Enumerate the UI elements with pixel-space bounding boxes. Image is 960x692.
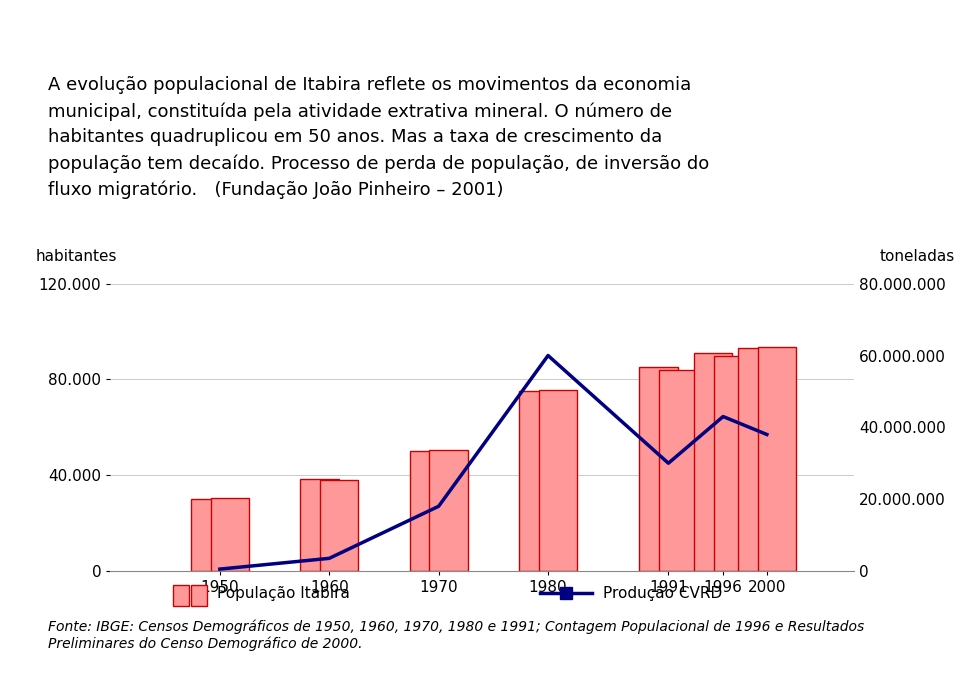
Text: Fonte: IBGE: Censos Demográficos de 1950, 1960, 1970, 1980 e 1991; Contagem Popu: Fonte: IBGE: Censos Demográficos de 1950…	[48, 619, 864, 650]
Text: toneladas: toneladas	[879, 248, 955, 264]
Bar	[757, 347, 796, 571]
Bar	[738, 348, 777, 571]
Bar	[191, 585, 207, 606]
Bar	[694, 353, 732, 571]
Bar	[639, 367, 678, 571]
Bar	[410, 451, 448, 571]
Bar	[539, 390, 577, 571]
Text: Produção CVRD: Produção CVRD	[603, 586, 722, 601]
Text: A evolução populacional de Itabira reflete os movimentos da economia
municipal, : A evolução populacional de Itabira refle…	[48, 76, 709, 199]
Text: População Itabira: População Itabira	[217, 586, 350, 601]
Bar	[300, 479, 339, 571]
Bar	[714, 356, 752, 571]
Text: Evolução da População e da Produção de Minério de Ferro pela CVRD: Evolução da População e da Produção de M…	[73, 29, 887, 51]
Bar	[210, 498, 249, 571]
Bar	[660, 370, 697, 571]
Bar	[320, 480, 358, 571]
Bar	[429, 450, 468, 571]
Bar	[173, 585, 189, 606]
Text: habitantes: habitantes	[36, 248, 117, 264]
Bar	[519, 392, 558, 571]
Bar	[191, 499, 229, 571]
